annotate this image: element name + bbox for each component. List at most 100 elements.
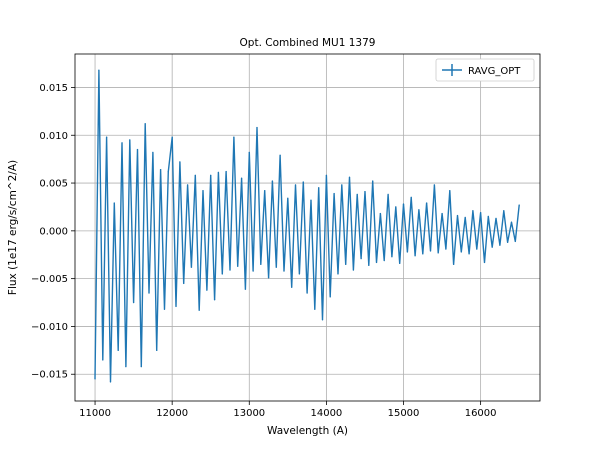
data-point (383, 259, 385, 262)
y-axis-label: Flux (1e17 erg/s/cm^2/A) (7, 160, 19, 295)
x-tick-label: 16000 (465, 408, 497, 419)
data-point (460, 251, 462, 253)
x-axis-label: Wavelength (A) (267, 425, 348, 437)
data-point (414, 255, 416, 257)
data-point (287, 197, 289, 199)
data-point (503, 210, 505, 212)
grid (75, 54, 540, 401)
data-point (360, 257, 362, 260)
x-tick-label: 11000 (79, 408, 111, 419)
data-point (279, 154, 281, 156)
data-point (229, 269, 231, 271)
data-point (267, 277, 270, 279)
data-point (495, 217, 497, 220)
data-point (252, 270, 254, 272)
data-point (179, 161, 181, 163)
data-point (499, 244, 501, 246)
data-point (449, 190, 451, 192)
data-point (171, 136, 173, 138)
data-point (456, 214, 459, 217)
y-tick-label: −0.010 (31, 322, 68, 333)
data-point (310, 199, 312, 201)
data-point (244, 288, 247, 290)
data-point (202, 190, 204, 192)
data-point (256, 127, 258, 129)
data-point (167, 170, 169, 173)
data-point (510, 221, 513, 223)
data-point (487, 215, 489, 218)
data-point (302, 181, 304, 183)
data-point (329, 296, 331, 298)
data-point (213, 299, 216, 301)
data-point (318, 187, 320, 189)
ticks: 11000 12000 13000 14000 15000 16000 −0.015 −0.0… (31, 83, 497, 419)
data-point (109, 381, 112, 383)
data-point (271, 180, 274, 182)
data-point (472, 210, 474, 212)
data-point (217, 171, 220, 174)
data-point (129, 139, 131, 141)
data-point (159, 169, 162, 171)
data-point (379, 213, 381, 215)
data-point (294, 184, 297, 186)
data-point (144, 123, 146, 125)
data-point (348, 176, 351, 178)
data-point (248, 151, 250, 154)
data-point (483, 261, 486, 263)
data-point (507, 241, 509, 243)
data-point (291, 286, 293, 288)
data-point (418, 209, 420, 211)
chart-title: Opt. Combined MU1 1379 (240, 37, 376, 49)
legend-box (435, 58, 535, 82)
y-tick-label: −0.015 (31, 370, 68, 381)
data-point (387, 193, 389, 196)
data-point (514, 240, 516, 242)
data-point (426, 202, 428, 204)
data-point (260, 263, 262, 265)
data-point (341, 184, 343, 186)
data-point (333, 192, 335, 195)
data-point (429, 250, 432, 252)
data-point (136, 148, 139, 151)
y-tick-label: 0.005 (39, 179, 68, 190)
data-point (356, 193, 358, 196)
data-point (194, 174, 196, 177)
data-point (345, 263, 347, 265)
data-point (337, 273, 339, 275)
data-point (395, 206, 397, 208)
data-point (375, 261, 378, 263)
data-point (283, 270, 285, 272)
data-point (133, 301, 135, 304)
data-point (237, 265, 239, 267)
x-tick-label: 12000 (156, 408, 188, 419)
data-point (198, 309, 200, 311)
y-tick-label: 0.015 (39, 83, 68, 94)
data-point (298, 273, 301, 275)
data-point (491, 246, 493, 248)
data-point (175, 305, 177, 307)
data-point (518, 204, 520, 206)
legend-label: RAVG_OPT (468, 66, 521, 77)
data-point (433, 184, 435, 186)
data-point (152, 151, 154, 154)
data-point (352, 269, 354, 271)
data-point (368, 264, 370, 266)
data-point (399, 262, 401, 264)
data-point (94, 378, 96, 380)
data-point (372, 180, 374, 182)
data-point (468, 253, 470, 255)
x-tick-label: 14000 (310, 408, 342, 419)
data-point (445, 248, 447, 250)
data-point (98, 69, 100, 71)
data-point (464, 216, 466, 219)
plot-frame (74, 53, 541, 402)
series-layer (94, 69, 520, 383)
data-point (264, 190, 266, 192)
data-point (233, 136, 235, 138)
data-point (190, 266, 193, 268)
data-point (321, 319, 324, 321)
data-point (183, 282, 185, 285)
data-point (391, 256, 393, 258)
y-tick-label: −0.005 (31, 274, 68, 285)
